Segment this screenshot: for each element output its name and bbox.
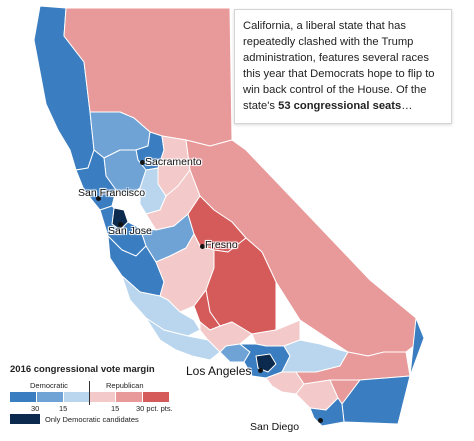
san-francisco-dot [96, 196, 101, 201]
callout-bold: 53 congressional seats [278, 100, 402, 112]
legend-divider [89, 381, 90, 405]
sacramento-dot [140, 160, 145, 165]
legend-swatch-rep-light [90, 392, 115, 402]
legend-swatch-rep-strong [143, 392, 169, 402]
san-jose-dot [118, 222, 123, 227]
legend-scale: Democratic Republican 30 15 15 30 pct. p… [10, 381, 220, 413]
legend-democratic-label: Democratic [30, 381, 68, 390]
legend-swatch-dem-strong [10, 392, 36, 402]
intro-callout: California, a liberal state that has rep… [234, 9, 452, 124]
san-diego-dot [318, 418, 323, 423]
legend-dem-only-label: Only Democratic candidates [45, 415, 139, 424]
legend-tick-dem-15: 15 [59, 404, 68, 413]
city-label-san-diego: San Diego [250, 421, 300, 433]
district-santa-barbara [145, 317, 221, 361]
district-bay-core [75, 149, 117, 211]
fresno-dot [200, 244, 205, 249]
city-label-fresno: Fresno [205, 239, 238, 251]
callout-text: California, a liberal state that has rep… [243, 20, 435, 112]
legend-tick-dem-30: 30 [31, 404, 40, 413]
legend-swatch-rep-mid [116, 392, 142, 402]
legend-tick-rep-15: 15 [111, 404, 120, 413]
city-label-los-angeles: Los Angeles [186, 364, 252, 378]
district-la-dem-only [255, 353, 277, 373]
legend-swatch-dem-only [10, 414, 40, 424]
district-san-luis-obispo [121, 275, 201, 337]
legend-republican-label: Republican [106, 381, 144, 390]
legend: 2016 congressional vote margin Democrati… [10, 364, 220, 424]
legend-swatch-dem-mid [37, 392, 63, 402]
legend-tick-rep-30: 30 pct. pts. [136, 404, 173, 413]
callout-ellipsis: … [401, 100, 413, 112]
city-label-san-jose: San Jose [108, 225, 152, 237]
legend-swatch-dem-light [64, 392, 89, 402]
city-label-sacramento: Sacramento [145, 156, 202, 168]
city-label-san-francisco: San Francisco [78, 187, 146, 199]
legend-title: 2016 congressional vote margin [10, 364, 155, 375]
district-imperial [341, 317, 425, 425]
los-angeles-dot [258, 368, 263, 373]
